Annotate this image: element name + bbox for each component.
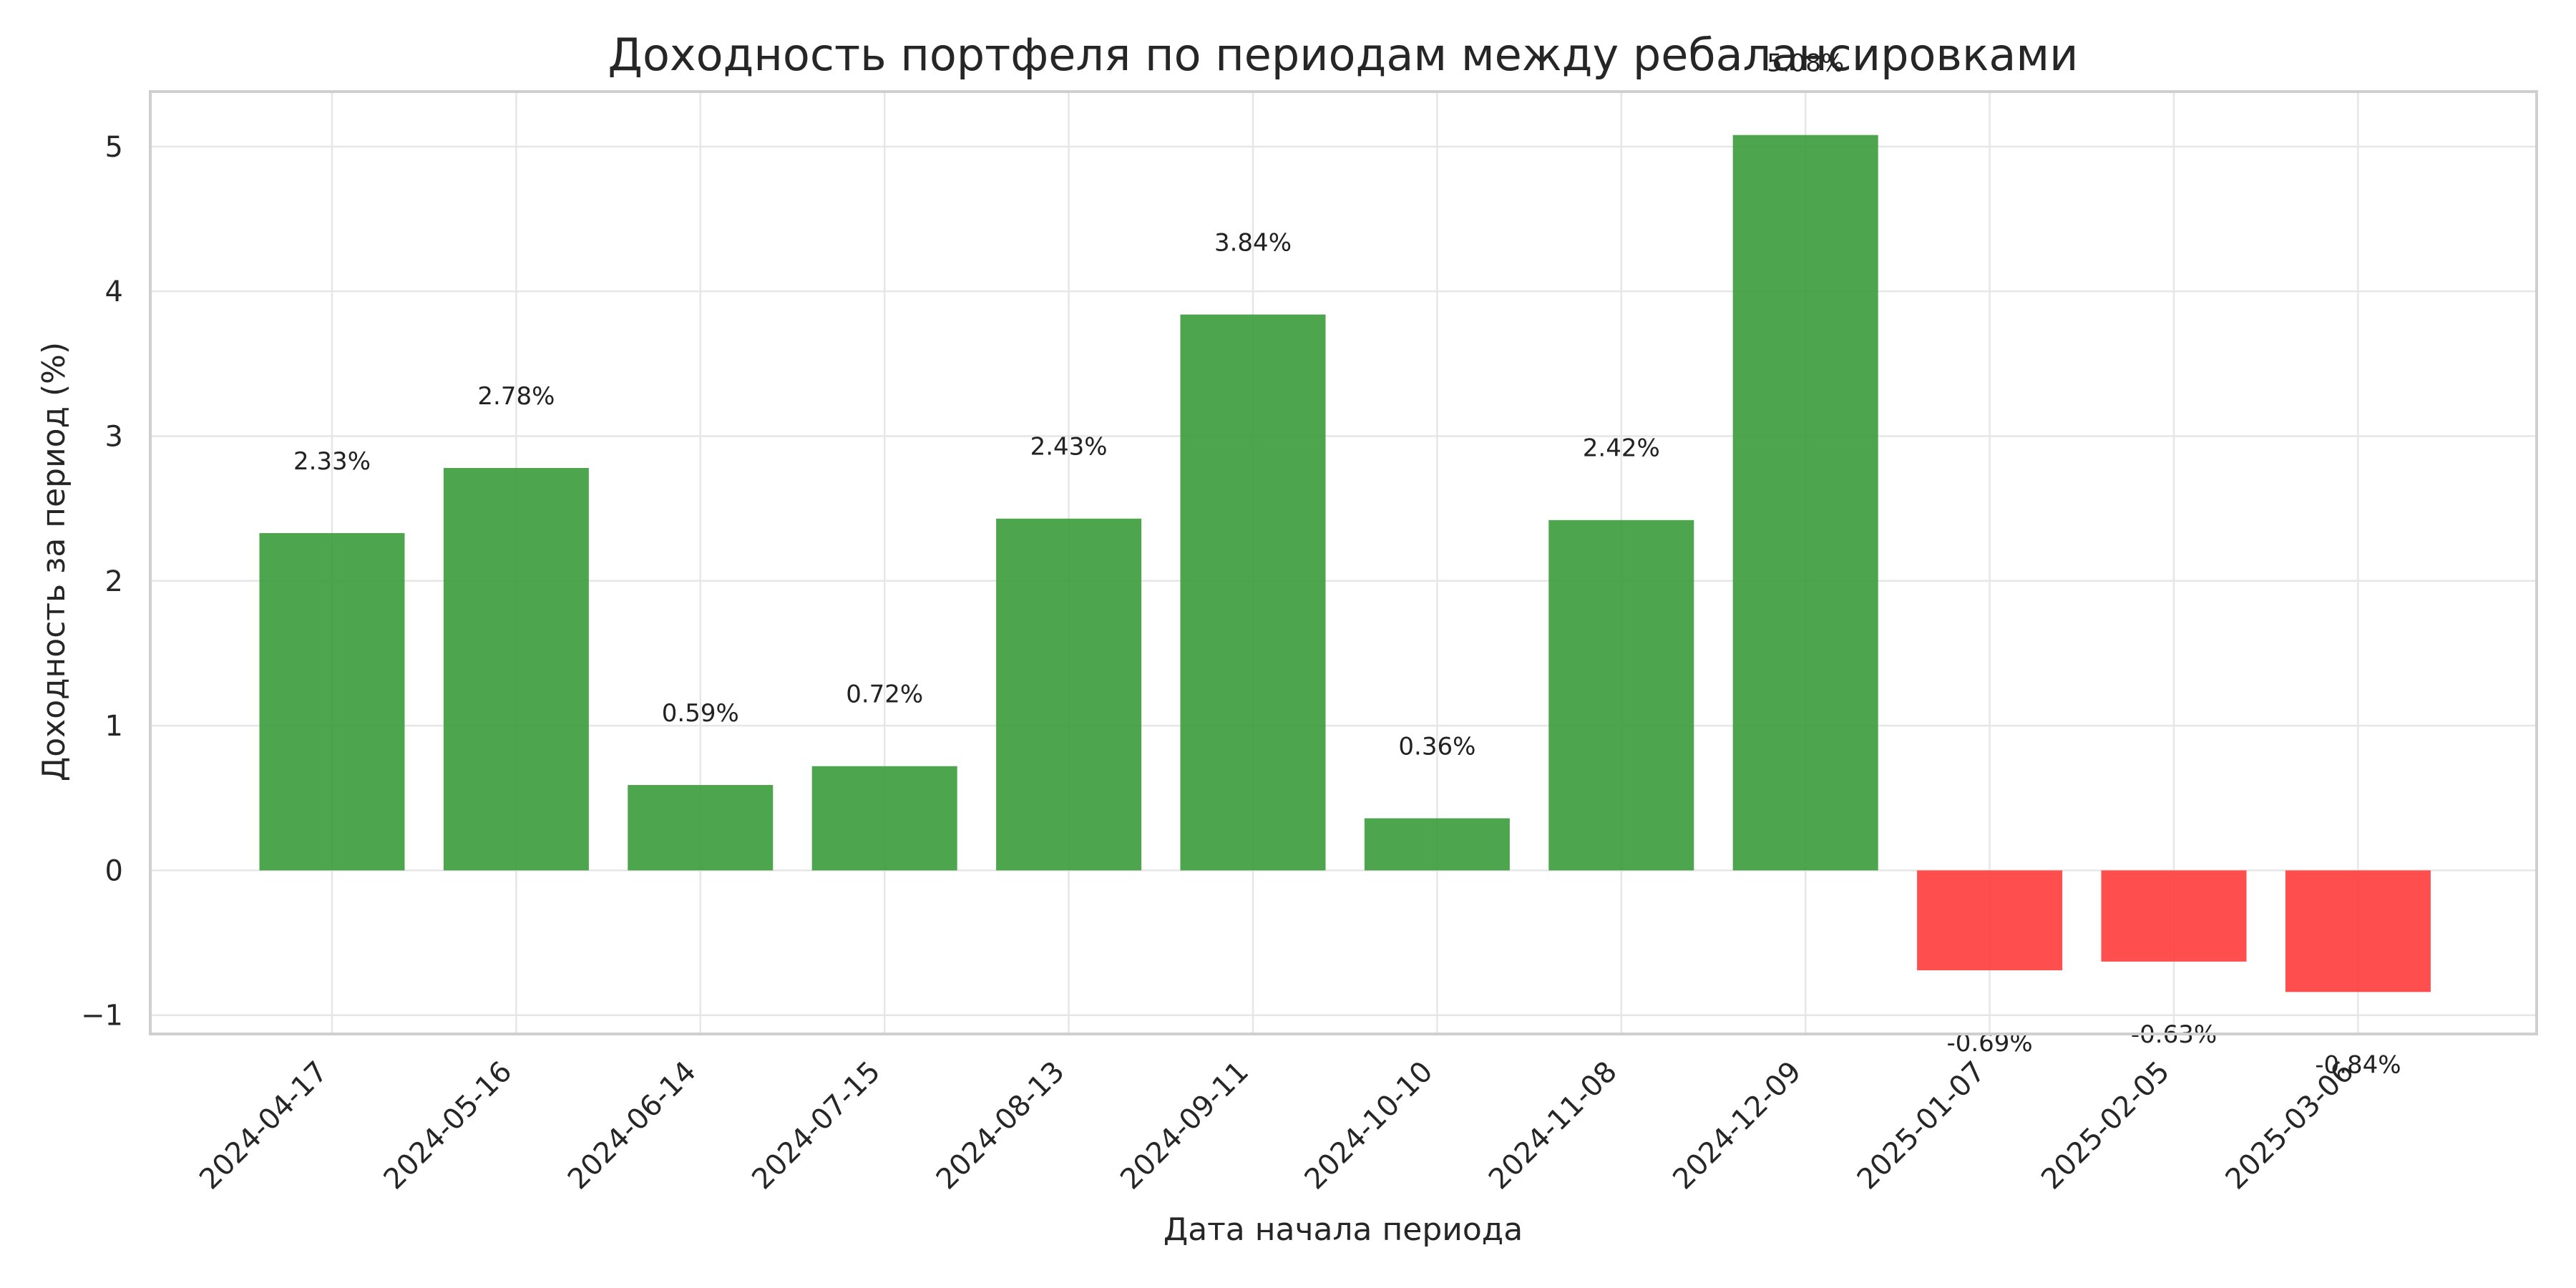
bar [2285, 870, 2431, 992]
x-tick-label: 2024-10-10 [1299, 1055, 1440, 1196]
bar [811, 766, 957, 871]
data-label: 3.84% [1214, 228, 1292, 257]
y-tick-label: 3 [105, 420, 123, 453]
x-tick-label: 2024-06-14 [562, 1055, 703, 1196]
bar [1364, 818, 1510, 871]
plot-frame [149, 90, 2538, 1035]
x-tick-label: 2024-11-08 [1483, 1055, 1624, 1196]
bar [2101, 870, 2247, 962]
data-label: 0.59% [662, 699, 739, 728]
y-tick-label: 4 [105, 275, 123, 308]
data-label: 2.78% [477, 382, 555, 411]
x-tick-label: 2024-07-15 [746, 1055, 887, 1196]
data-label: 2.42% [1583, 434, 1660, 463]
data-label: 5.08% [1767, 49, 1844, 78]
bar [1180, 314, 1326, 871]
bars [259, 135, 2431, 992]
data-label: 2.43% [1030, 433, 1108, 462]
bar [1548, 519, 1694, 871]
y-tick-labels: −1 0 1 2 3 4 5 [81, 131, 123, 1033]
y-tick-label: 5 [105, 131, 123, 164]
data-labels: 2.33% 2.78% 0.59% 0.72% 2.43% 3.84% 0.36% 2.42%… [293, 49, 2401, 1080]
chart-title: Доходность портфеля по периодам между ре… [608, 29, 2079, 81]
x-tick-label: 2024-09-11 [1114, 1055, 1255, 1196]
data-label: 0.36% [1398, 732, 1475, 761]
x-tick-label: 2024-04-17 [193, 1055, 334, 1196]
bar [1732, 135, 1878, 871]
x-tick-label: 2025-02-05 [2035, 1055, 2176, 1196]
x-tick-label: 2024-08-13 [930, 1055, 1071, 1196]
y-tick-label: 2 [105, 565, 123, 598]
bar [259, 533, 405, 871]
x-axis-label: Дата начала периода [1163, 1211, 1523, 1248]
data-label: -0.84% [2315, 1050, 2401, 1079]
x-tick-labels: 2024-04-17 2024-05-16 2024-06-14 2024-07-15… [193, 1055, 2360, 1196]
x-tick-label: 2025-03-06 [2220, 1055, 2361, 1196]
y-axis-label: Доходность за период (%) [36, 342, 72, 781]
data-label: 0.72% [846, 680, 923, 709]
bar [1917, 870, 2063, 970]
x-tick-label: 2024-05-16 [378, 1055, 519, 1196]
data-label: 2.33% [293, 447, 371, 476]
y-tick-label: 0 [105, 854, 123, 887]
x-tick-label: 2025-01-07 [1851, 1055, 1992, 1196]
bar [996, 518, 1142, 871]
bar [443, 467, 589, 871]
bar [628, 785, 774, 871]
x-tick-label: 2024-12-09 [1667, 1055, 1807, 1196]
y-tick-label: 1 [105, 710, 123, 743]
y-tick-label: −1 [81, 1000, 123, 1033]
